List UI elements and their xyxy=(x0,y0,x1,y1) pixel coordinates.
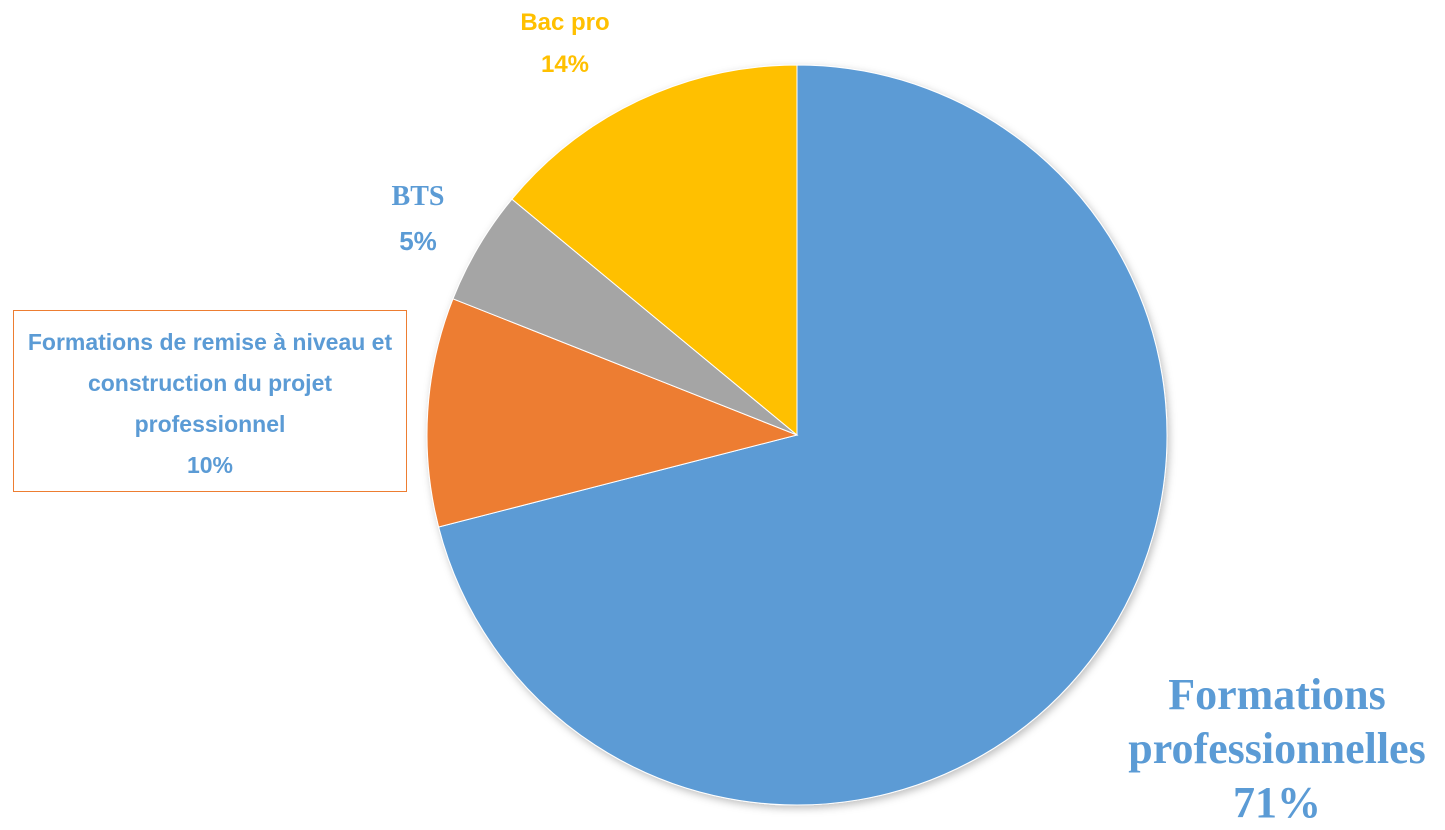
pie-slice xyxy=(426,298,799,528)
slice-label: Formations de remise à niveau et constru… xyxy=(13,310,407,492)
pie-slice xyxy=(511,64,798,437)
pie xyxy=(426,64,1168,806)
pie-slice xyxy=(438,64,1168,806)
value-label: 71% xyxy=(1233,778,1321,827)
value-label: 14% xyxy=(540,51,590,78)
value-label: 10% xyxy=(186,452,234,478)
category-label: Formations professionnelles xyxy=(1128,670,1426,773)
slice-label: Bac pro 14% xyxy=(490,2,640,86)
slice-label: Formations professionnelles 71% xyxy=(1107,668,1445,830)
category-label: Formations de remise à niveau et constru… xyxy=(27,329,393,437)
value-label: 5% xyxy=(399,226,437,256)
category-label: Bac pro xyxy=(520,9,610,36)
slice-label: BTS 5% xyxy=(358,175,478,263)
category-label: BTS xyxy=(391,181,445,212)
